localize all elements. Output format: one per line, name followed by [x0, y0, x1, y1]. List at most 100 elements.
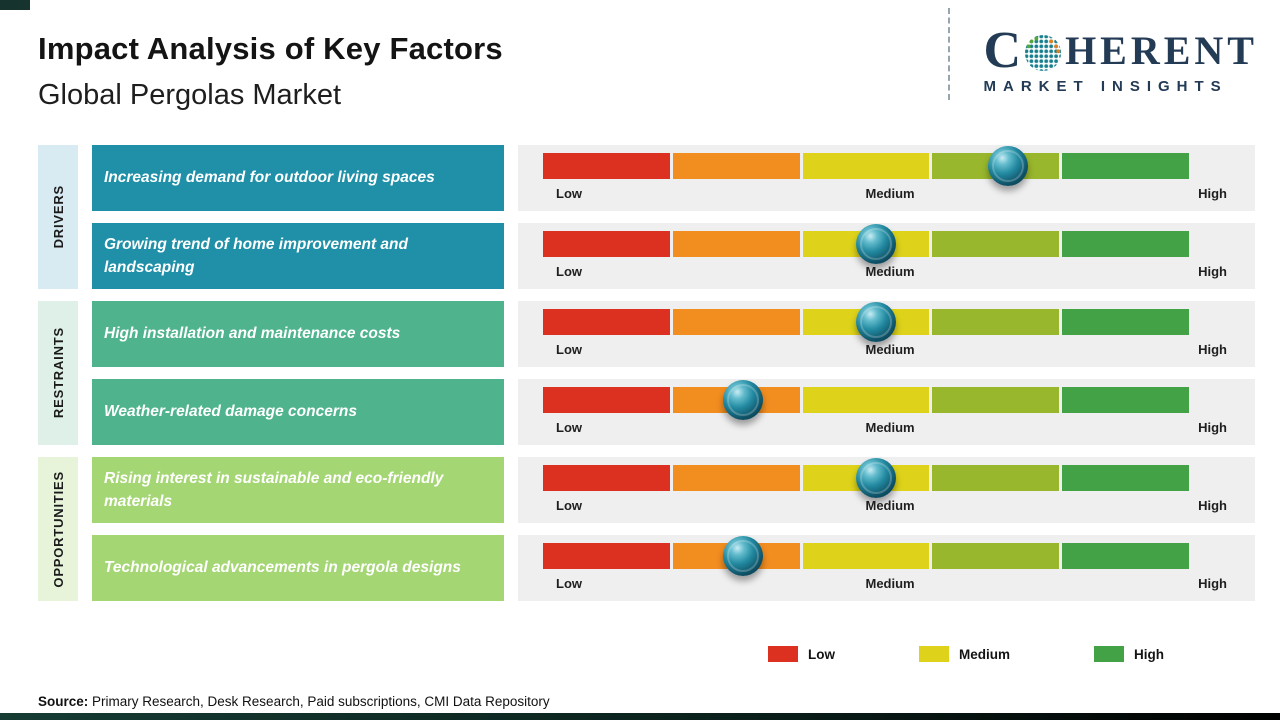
logo-letter-c: C — [983, 22, 1022, 79]
scale-label-medium: Medium — [865, 342, 915, 357]
scale-label-low: Low — [556, 342, 582, 357]
impact-panel: Low Medium High — [518, 457, 1255, 523]
bar-segment-red — [543, 153, 670, 179]
bar-segment-green — [1062, 153, 1189, 179]
scale-label-medium: Medium — [865, 420, 915, 435]
impact-matrix: DRIVERS Increasing demand for outdoor li… — [38, 145, 1255, 613]
footer-accent-bar — [0, 713, 1280, 720]
corner-accent-bar — [0, 0, 30, 10]
header: Impact Analysis of Key Factors Global Pe… — [38, 30, 503, 112]
bar-segment-yellow-green — [932, 231, 1060, 257]
impact-bar — [543, 302, 1189, 342]
scale-label-medium: Medium — [865, 186, 915, 201]
factor-box: Weather-related damage concerns — [92, 379, 504, 445]
impact-bar — [543, 224, 1189, 264]
scale-label-low: Low — [556, 576, 582, 591]
bar-segment-yellow-green — [932, 465, 1060, 491]
bar-segment-red — [543, 543, 670, 569]
bar-segment-red — [543, 309, 670, 335]
scale-label-low: Low — [556, 498, 582, 513]
logo-tagline: MARKET INSIGHTS — [983, 78, 1228, 95]
brand-logo: C HERENT — [983, 22, 1259, 96]
scale-label-low: Low — [556, 186, 582, 201]
legend-item-low: Low — [768, 646, 835, 662]
scale-label-high: High — [1198, 576, 1227, 591]
impact-panel: Low Medium High — [518, 301, 1255, 367]
source-label: Source: — [38, 694, 89, 709]
scale-label-medium: Medium — [865, 498, 915, 513]
factor-box: Rising interest in sustainable and eco-f… — [92, 457, 504, 523]
impact-panel: Low Medium High — [518, 379, 1255, 445]
bar-segment-orange — [672, 465, 800, 491]
impact-bar — [543, 536, 1189, 576]
factor-box: High installation and maintenance costs — [92, 301, 504, 367]
scale-label-high: High — [1198, 498, 1227, 513]
scale-row: Low Medium High — [556, 576, 1227, 591]
factor-text: Growing trend of home improvement and la… — [104, 235, 408, 276]
legend-label: Medium — [959, 646, 1011, 662]
bar-segment-green — [1062, 387, 1189, 413]
logo-letters: HERENT — [1065, 28, 1258, 73]
impact-marker — [855, 302, 896, 342]
legend-item-medium: Medium — [919, 646, 1010, 662]
bar-segment-yellow — [802, 153, 930, 179]
scale-label-low: Low — [556, 264, 582, 279]
scale-label-medium: Medium — [865, 576, 915, 591]
scale-label-high: High — [1198, 420, 1227, 435]
impact-panel: Low Medium High — [518, 145, 1255, 211]
factor-text: Rising interest in sustainable and eco-f… — [104, 469, 444, 510]
impact-marker — [988, 146, 1029, 186]
bar-segment-red — [543, 387, 670, 413]
legend-item-high: High — [1094, 646, 1164, 662]
scale-row: Low Medium High — [556, 342, 1227, 357]
factor-text: Weather-related damage concerns — [104, 403, 357, 421]
impact-bar — [543, 380, 1189, 420]
impact-panel: Low Medium High — [518, 223, 1255, 289]
bar-segment-yellow-green — [932, 543, 1060, 569]
factor-text: Increasing demand for outdoor living spa… — [104, 169, 435, 187]
source-text: Primary Research, Desk Research, Paid su… — [88, 694, 550, 709]
impact-marker — [855, 224, 896, 264]
category-label: OPPORTUNITIES — [50, 470, 66, 588]
legend-label: Low — [808, 646, 835, 662]
category-section-opportunities: OPPORTUNITIES Rising interest in sustain… — [38, 457, 1255, 601]
scale-label-high: High — [1198, 264, 1227, 279]
factor-text: Technological advancements in pergola de… — [104, 559, 461, 577]
scale-label-low: Low — [556, 420, 582, 435]
header-divider — [948, 8, 950, 100]
category-strip-restraints: RESTRAINTS — [38, 301, 78, 445]
impact-bar — [543, 458, 1189, 498]
scale-label-medium: Medium — [865, 264, 915, 279]
factor-text: High installation and maintenance costs — [104, 325, 401, 343]
source-note: Source: Primary Research, Desk Research,… — [38, 694, 550, 709]
bar-segment-yellow-green — [932, 309, 1060, 335]
legend-swatch-high — [1094, 646, 1125, 662]
category-strip-drivers: DRIVERS — [38, 145, 78, 289]
scale-row: Low Medium High — [556, 498, 1227, 513]
legend-swatch-low — [768, 646, 798, 662]
impact-bar — [543, 146, 1189, 186]
factor-box: Technological advancements in pergola de… — [92, 535, 504, 601]
bar-segment-orange — [672, 231, 800, 257]
bar-segment-yellow — [802, 387, 930, 413]
factor-box: Increasing demand for outdoor living spa… — [92, 145, 504, 211]
bar-segment-yellow — [802, 543, 930, 569]
impact-marker — [723, 536, 764, 576]
bar-segment-yellow-green — [932, 387, 1060, 413]
factor-box: Growing trend of home improvement and la… — [92, 223, 504, 289]
legend-label: High — [1134, 646, 1165, 662]
scale-row: Low Medium High — [556, 186, 1227, 201]
bar-segment-green — [1062, 231, 1189, 257]
bar-segment-green — [1062, 465, 1189, 491]
bar-segment-orange — [672, 153, 800, 179]
page-title: Impact Analysis of Key Factors — [38, 31, 503, 66]
scale-label-high: High — [1198, 342, 1227, 357]
scale-label-high: High — [1198, 186, 1227, 201]
category-section-restraints: RESTRAINTS High installation and mainten… — [38, 301, 1255, 445]
category-label: RESTRAINTS — [50, 327, 66, 419]
impact-panel: Low Medium High — [518, 535, 1255, 601]
scale-row: Low Medium High — [556, 420, 1227, 435]
bar-segment-green — [1062, 309, 1189, 335]
category-strip-opportunities: OPPORTUNITIES — [38, 457, 78, 601]
